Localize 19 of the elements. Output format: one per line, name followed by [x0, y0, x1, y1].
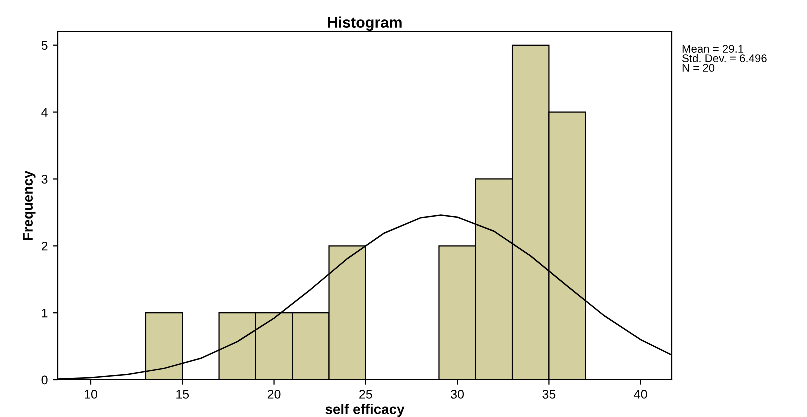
x-tick-label: 15 — [176, 390, 190, 399]
y-tick-label: 5 — [42, 41, 48, 50]
y-axis-title: Frequency — [23, 170, 36, 240]
text: N = 20 — [682, 64, 715, 72]
y-tick-label: 0 — [42, 376, 48, 385]
chart-title: Histogram — [328, 16, 402, 32]
x-tick-label: 40 — [634, 390, 648, 399]
x-tick-label: 20 — [268, 390, 281, 399]
y-tick-label: 4 — [42, 108, 48, 117]
x-axis-title: self efficacy — [326, 404, 405, 417]
text: Std. Dev. = 6.496 — [682, 54, 767, 62]
y-tick-label: 3 — [42, 175, 48, 184]
text: Mean = 29.1 — [682, 45, 744, 53]
x-tick-label: 35 — [542, 390, 556, 399]
x-tick-label: 25 — [360, 390, 372, 399]
x-tick-label: 10 — [84, 390, 98, 399]
y-tick-label: 2 — [42, 242, 48, 251]
x-tick-label: 30 — [451, 390, 464, 399]
y-tick-label: 1 — [42, 309, 48, 318]
